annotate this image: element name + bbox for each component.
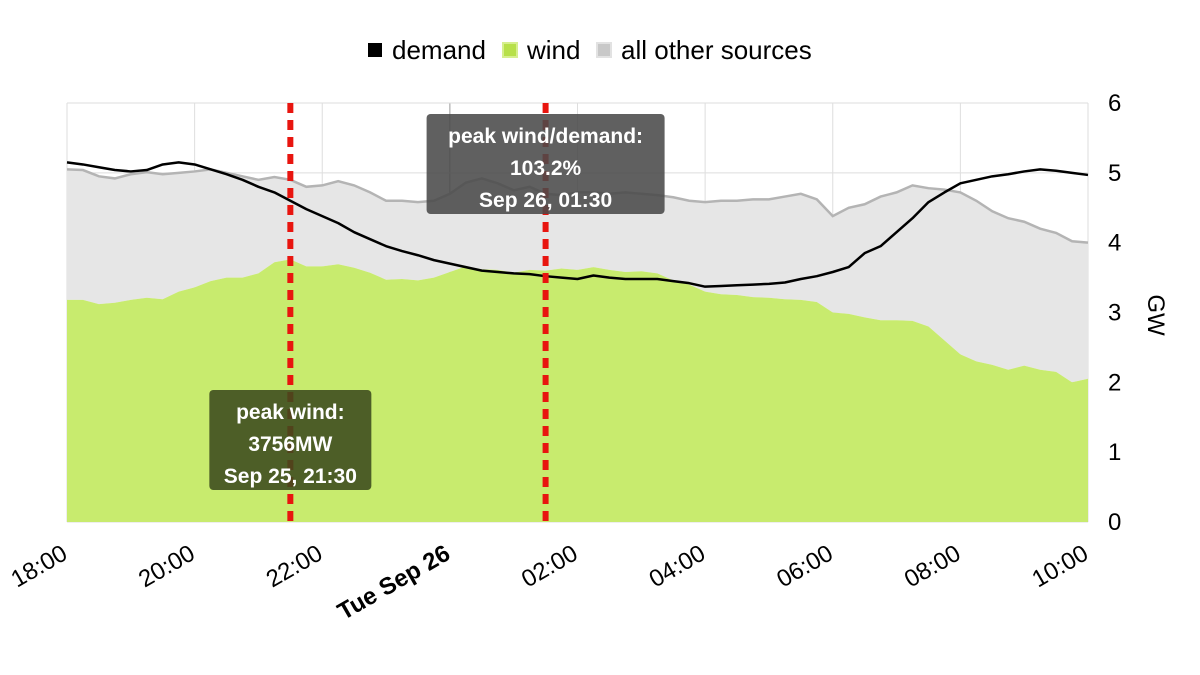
x-tick-label: 18:00 <box>6 540 72 593</box>
legend-label-demand: demand <box>392 35 486 65</box>
y-tick-label: 4 <box>1108 230 1121 257</box>
x-tick-label: 20:00 <box>134 540 200 593</box>
legend-item-other[interactable]: all other sources <box>596 35 812 65</box>
annotation-text-peak-wind: 3756MW <box>248 433 332 456</box>
x-tick-label: 06:00 <box>772 540 838 593</box>
x-tick-label: Tue Sep 26 <box>333 540 455 626</box>
x-tick-label: 04:00 <box>645 540 711 593</box>
legend-item-wind[interactable]: wind <box>502 35 580 65</box>
legend-swatch-wind <box>502 42 518 58</box>
annotation-peak-ratio: peak wind/demand: 103.2% Sep 26, 01:30 <box>426 114 665 214</box>
legend-label-other: all other sources <box>621 35 812 65</box>
annotations: peak wind: 3756MW Sep 25, 21:30 peak wind/d… <box>209 114 665 490</box>
x-tick-label: 08:00 <box>900 540 966 593</box>
x-tick-label: 02:00 <box>517 540 583 593</box>
annotation-text-peak-ratio: Sep 26, 01:30 <box>479 189 612 212</box>
annotation-text-peak-wind: Sep 25, 21:30 <box>224 465 357 488</box>
legend-label-wind: wind <box>526 35 580 65</box>
legend-swatch-other <box>596 42 612 58</box>
annotation-text-peak-ratio: 103.2% <box>510 157 582 180</box>
annotation-text-peak-ratio: peak wind/demand: <box>448 125 643 148</box>
y-tick-label: 2 <box>1108 369 1121 396</box>
y-tick-label: 3 <box>1108 300 1121 327</box>
x-tick-label: 10:00 <box>1027 540 1093 593</box>
y-tick-label: 6 <box>1108 90 1121 117</box>
series-line-demand <box>66 161 1089 288</box>
annotation-peak-wind: peak wind: 3756MW Sep 25, 21:30 <box>209 390 372 490</box>
series-area-all-other-sources <box>67 169 1088 383</box>
legend-item-demand[interactable]: demand <box>368 35 486 65</box>
legend-swatch-demand <box>368 43 382 57</box>
annotation-text-peak-wind: peak wind: <box>236 401 345 424</box>
legend: demand wind all other sources <box>368 35 812 65</box>
y-axis-title: GW <box>1142 294 1169 336</box>
y-tick-label: 5 <box>1108 160 1121 187</box>
annotation-box-peak-ratio <box>426 114 665 214</box>
annotation-box-peak-wind <box>209 390 372 490</box>
x-tick-label: 22:00 <box>262 540 328 593</box>
y-tick-label: 1 <box>1108 439 1121 466</box>
y-tick-label: 0 <box>1108 509 1121 536</box>
